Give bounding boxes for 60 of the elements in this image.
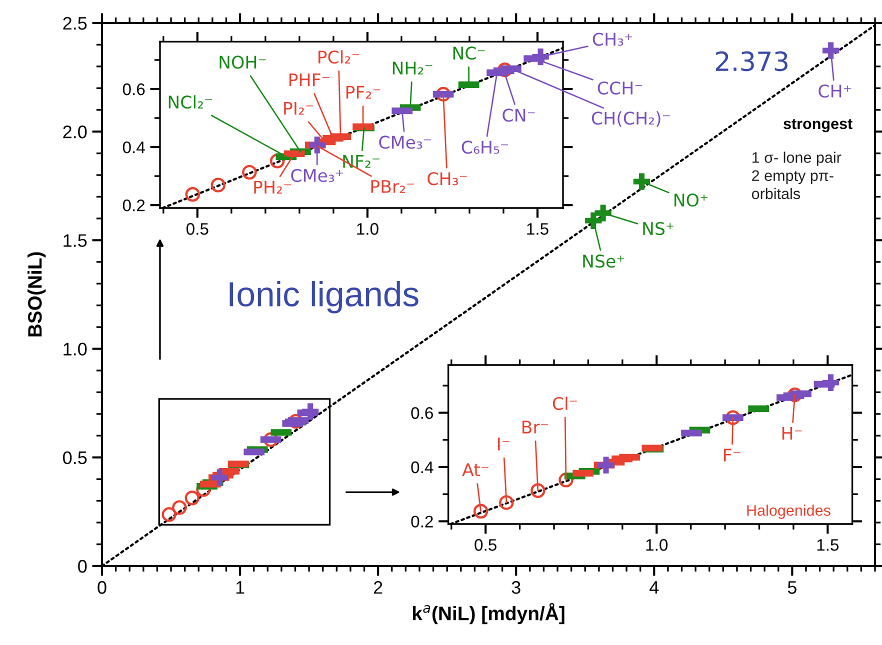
annotation: NC⁻ [453, 46, 485, 60]
annotation: PI₂⁻ [284, 102, 313, 115]
annotation: CH₃⁻ [428, 172, 467, 186]
annotation: F⁻ [724, 448, 740, 462]
annotation: I⁻ [498, 438, 510, 450]
annotation: NS⁺ [643, 222, 674, 236]
annotation: CN⁻ [502, 108, 535, 122]
annotation: CMe₃⁻ [379, 136, 431, 149]
y-tick-label: 0 [78, 560, 87, 573]
y-tick-label: 0.6 [122, 83, 145, 96]
x-tick-label: 1.0 [646, 539, 668, 551]
y-axis-title: BSO(NiL) [28, 252, 46, 336]
x-tick-label: 4 [650, 581, 659, 594]
x-tick-label: 1.5 [817, 539, 839, 551]
x-tick-label: 0.5 [186, 223, 208, 235]
y-tick-label: 0.2 [122, 200, 145, 212]
x-tick-label: 1.5 [527, 223, 548, 235]
x-tick-label: 0.5 [474, 539, 496, 551]
y-tick-label: 0.5 [63, 451, 87, 464]
annotation: C₆H₅⁻ [462, 140, 508, 154]
annotation: CH⁺ [818, 84, 851, 98]
y-tick-label: 2.5 [63, 16, 87, 30]
annotation: Cl⁻ [552, 396, 577, 410]
annotation: CCH⁻ [598, 81, 642, 95]
x-tick-label: 2 [374, 581, 382, 594]
annotation: Ionic ligands [230, 281, 418, 314]
annotation: NOH⁻ [220, 56, 266, 69]
annotation: PH₂⁻ [254, 180, 291, 194]
y-tick-label: 0.6 [411, 407, 433, 419]
y-tick-label: 0.4 [411, 461, 434, 474]
y-tick-label: 0.4 [122, 141, 145, 154]
annotation: PCl₂⁻ [318, 50, 360, 64]
annotation: Br⁻ [522, 420, 548, 434]
x-tick-label: 0 [98, 581, 106, 594]
annotation: CMe₃⁺ [291, 168, 343, 182]
y-tick-label: 1.5 [64, 234, 87, 247]
annotation: NO⁺ [674, 193, 708, 207]
annotation: NF₂⁻ [343, 155, 380, 168]
x-tick-label: 1.0 [357, 223, 378, 235]
annotation: PBr₂⁻ [371, 180, 414, 193]
y-tick-label: 1.0 [64, 342, 87, 356]
annotation: NSe⁺ [583, 254, 624, 268]
annotation: 2.373 [716, 51, 788, 72]
annotation: CH₃⁺ [592, 32, 632, 46]
annotation: PF₂⁻ [346, 86, 380, 99]
annotation: CH(CH₂)⁻ [592, 111, 670, 127]
annotation: NCl₂⁻ [168, 95, 212, 109]
annotation: NH₂⁻ [392, 62, 432, 74]
annotation: Halogenides [747, 504, 830, 519]
x-tick-label: 3 [512, 581, 520, 594]
annotation: 1 σ- lone pair 2 empty pπ- orbitals [752, 152, 842, 200]
annotation: At⁻ [462, 463, 488, 476]
annotation: H⁻ [782, 426, 802, 440]
x-axis-title: k$^{a}$(NiL) [mdyn/Å] [412, 602, 564, 624]
y-tick-label: 0.2 [411, 516, 433, 528]
annotation: PHF⁻ [289, 73, 330, 86]
y-tick-label: 2.0 [63, 126, 87, 138]
annotation: strongest [784, 119, 852, 132]
x-tick-label: 5 [788, 581, 796, 594]
x-tick-label: 1 [236, 581, 244, 594]
